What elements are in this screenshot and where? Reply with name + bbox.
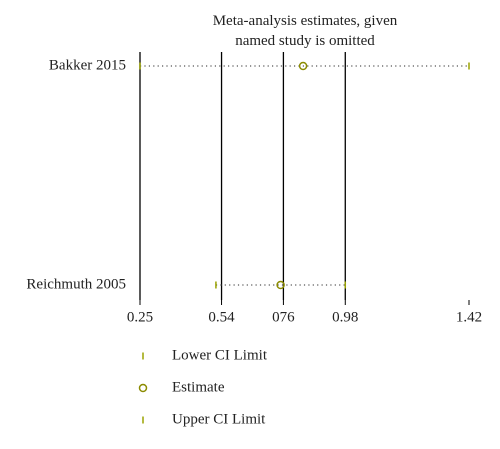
y-tick-label: Bakker 2015: [49, 57, 126, 73]
chart-title: Meta-analysis estimates, given named stud…: [213, 13, 398, 49]
x-tick-label: 0.25: [127, 309, 153, 325]
x-tick-label: 0.98: [332, 309, 358, 325]
legend-label: Lower CI Limit: [172, 347, 268, 363]
legend-label: Upper CI Limit: [172, 411, 266, 427]
title-line: named study is omitted: [235, 33, 375, 49]
x-tick-label: 1.42: [456, 309, 482, 325]
x-tick-label: 076: [272, 309, 295, 325]
legend-label: Estimate: [172, 379, 225, 395]
title-line: Meta-analysis estimates, given: [213, 13, 398, 29]
legend-marker: [138, 383, 148, 393]
point: [298, 61, 308, 71]
point: [276, 280, 285, 290]
x-tick-label: 0.54: [208, 309, 235, 325]
y-tick-label: Reichmuth 2005: [26, 276, 126, 292]
